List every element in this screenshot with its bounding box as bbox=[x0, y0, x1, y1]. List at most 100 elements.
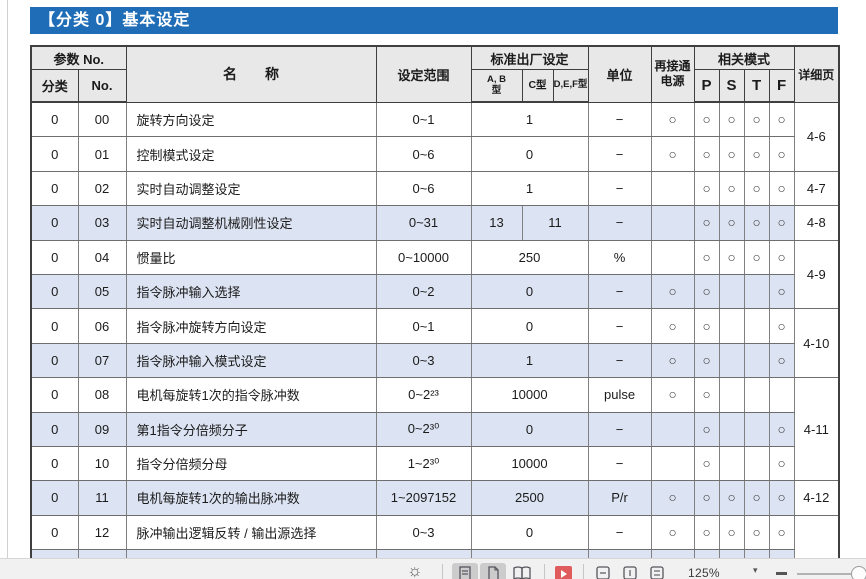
cell-name: 指令脉冲旋转方向设定 bbox=[126, 308, 377, 344]
cell-mode-s: ○ bbox=[719, 480, 745, 516]
single-page-button[interactable] bbox=[480, 563, 506, 579]
cell-range: 0~1 bbox=[376, 102, 472, 138]
cell-mode-p: ○ bbox=[694, 308, 720, 344]
cell-mode-f: ○ bbox=[769, 480, 795, 516]
cell-range: 1~2097152 bbox=[376, 480, 472, 516]
cell-mode-f: ○ bbox=[769, 308, 795, 344]
cell-unit: − bbox=[588, 343, 652, 379]
cell-no: 01 bbox=[78, 136, 127, 172]
cell-unit: % bbox=[588, 240, 652, 275]
cell-default: 1 bbox=[471, 171, 589, 207]
presentation-mode-button[interactable] bbox=[555, 566, 572, 579]
cell-mode-f: ○ bbox=[769, 205, 795, 241]
continuous-scroll-icon bbox=[459, 566, 471, 579]
cell-range: 0~6 bbox=[376, 136, 472, 172]
zoom-slider-knob[interactable] bbox=[851, 566, 866, 579]
toolbar-divider bbox=[442, 564, 443, 579]
page-edge-line bbox=[7, 0, 8, 558]
cell-mode-f: ○ bbox=[769, 274, 795, 310]
cell-mode-t: ○ bbox=[744, 171, 770, 207]
cell-unit: − bbox=[588, 171, 652, 207]
header-category: 分类 bbox=[30, 69, 79, 103]
cell-mode-t: ○ bbox=[744, 102, 770, 138]
cell-no: 02 bbox=[78, 171, 127, 207]
parameter-table: 参数 No. 名 称 设定范围 标准出厂设定 单位 再接通 电源 相关模式 详细… bbox=[30, 45, 841, 579]
cell-name: 指令脉冲输入模式设定 bbox=[126, 343, 377, 379]
cell-mode-t: ○ bbox=[744, 515, 770, 551]
parameter-table-wrap: 参数 No. 名 称 设定范围 标准出厂设定 单位 再接通 电源 相关模式 详细… bbox=[30, 45, 841, 579]
cell-mode-p: ○ bbox=[694, 343, 720, 379]
cell-mode-p: ○ bbox=[694, 377, 720, 413]
brightness-icon[interactable]: ☼ bbox=[407, 561, 423, 579]
cell-power bbox=[651, 240, 695, 275]
table-row: 0 00 旋转方向设定 0~1 1− ○ ○ ○ ○ ○ 4-6 bbox=[31, 102, 840, 172]
cell-name: 电机每旋转1次的指令脉冲数 bbox=[126, 377, 377, 413]
table-row: 0 04 惯量比 0~10000 250% ○ ○ ○ ○ 4-9 bbox=[31, 240, 840, 310]
cell-name: 脉冲输出逻辑反转 / 输出源选择 bbox=[126, 515, 377, 551]
cell-name: 控制模式设定 bbox=[126, 136, 377, 172]
cell-power: ○ bbox=[651, 343, 695, 379]
cell-mode-t bbox=[744, 412, 770, 447]
header-page: 详细页 bbox=[793, 45, 840, 103]
cell-mode-p: ○ bbox=[694, 136, 720, 172]
cell-default: 0 bbox=[471, 308, 589, 344]
cell-mode-t: ○ bbox=[744, 240, 770, 275]
cell-mode-s: ○ bbox=[719, 136, 745, 172]
cell-mode-f bbox=[769, 377, 795, 413]
cell-range: 1~2³⁰ bbox=[376, 446, 472, 482]
continuous-scroll-button[interactable] bbox=[452, 563, 478, 579]
table-row: 0 11 电机每旋转1次的输出脉冲数 1~2097152 2500 P/r ○ ○ ○ ○ ○ 4-1… bbox=[31, 480, 840, 516]
cell-power: ○ bbox=[651, 274, 695, 310]
cell-unit: − bbox=[588, 102, 652, 138]
cell-mode-s: ○ bbox=[719, 171, 745, 207]
cell-default: 0 bbox=[471, 274, 589, 310]
cell-range: 0~6 bbox=[376, 171, 472, 207]
zoom-slider-track[interactable] bbox=[797, 573, 855, 575]
cell-unit: P/r bbox=[588, 480, 652, 516]
header-name: 名 称 bbox=[125, 45, 377, 103]
toolbar-divider bbox=[583, 564, 584, 579]
table-row: 0 02 实时自动调整设定 0~6 1− ○ ○ ○ ○ 4-7 bbox=[31, 171, 840, 207]
cell-power bbox=[651, 412, 695, 447]
cell-unit: − bbox=[588, 205, 652, 241]
fit-visible-icon bbox=[596, 566, 610, 579]
cell-default: 10000 bbox=[471, 446, 589, 482]
table-row: 0 03 实时自动调整机械刚性设定 0~31 13 11− ○ ○ ○ ○ 4-8 bbox=[31, 205, 840, 241]
cell-no: 08 bbox=[78, 377, 127, 413]
header-unit: 单位 bbox=[587, 45, 652, 103]
cell-detail-page: 4-11 bbox=[794, 377, 840, 482]
cell-no: 09 bbox=[78, 412, 127, 447]
header-type-ab: A, B 型 bbox=[470, 69, 523, 103]
header-factory: 标准出厂设定 bbox=[470, 45, 589, 70]
table-body: 0 00 旋转方向设定 0~1 1− ○ ○ ○ ○ ○ 4-6 0 01 控制模式设定 0~6 0− ○ ○ ○ ○… bbox=[31, 102, 840, 579]
cell-unit: − bbox=[588, 274, 652, 310]
zoom-level-value[interactable]: 125% bbox=[688, 566, 720, 579]
cell-category: 0 bbox=[31, 171, 79, 207]
cell-power: ○ bbox=[651, 480, 695, 516]
header-power: 再接通 电源 bbox=[650, 45, 695, 103]
cell-mode-s: ○ bbox=[719, 205, 745, 241]
cell-mode-p: ○ bbox=[694, 274, 720, 310]
cell-mode-t bbox=[744, 446, 770, 482]
cell-name: 电机每旋转1次的输出脉冲数 bbox=[126, 480, 377, 516]
cell-range: 0~2²³ bbox=[376, 377, 472, 413]
cell-detail-page: 4-6 bbox=[794, 102, 840, 172]
cell-power: ○ bbox=[651, 136, 695, 172]
cell-power: ○ bbox=[651, 102, 695, 138]
zoom-out-icon[interactable] bbox=[776, 572, 787, 575]
cell-mode-f: ○ bbox=[769, 240, 795, 275]
header-range: 设定范围 bbox=[375, 45, 472, 103]
cell-default: 250 bbox=[471, 240, 589, 275]
cell-detail-page: 4-7 bbox=[794, 171, 840, 207]
zoom-dropdown-caret-icon[interactable]: ▾ bbox=[753, 565, 758, 575]
table-row: 0 07 指令脉冲输入模式设定 0~3 1− ○ ○ ○ bbox=[31, 343, 839, 379]
cell-mode-s bbox=[719, 446, 745, 482]
cell-mode-f: ○ bbox=[769, 171, 795, 207]
cell-detail-page: 4-9 bbox=[794, 240, 840, 310]
cell-mode-f: ○ bbox=[769, 446, 795, 482]
cell-default: 0 bbox=[471, 412, 589, 447]
cell-mode-t bbox=[744, 308, 770, 344]
cell-power: ○ bbox=[651, 308, 695, 344]
cell-mode-t bbox=[744, 274, 770, 310]
table-row: 0 10 指令分倍频分母 1~2³⁰ 10000− ○ ○ bbox=[31, 446, 839, 482]
